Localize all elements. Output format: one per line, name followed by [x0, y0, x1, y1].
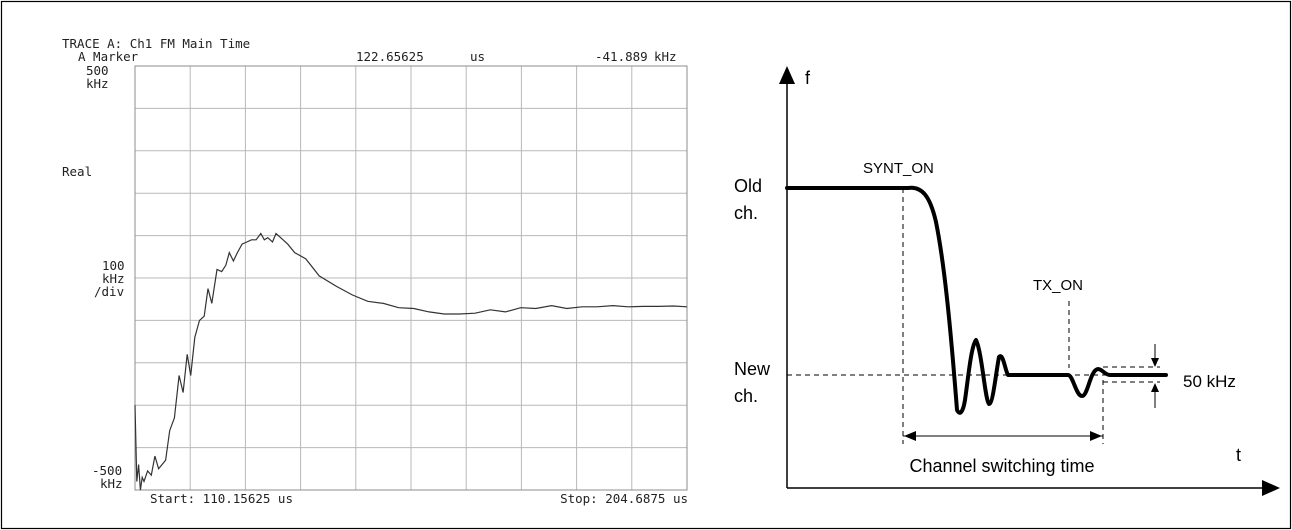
- t-axis-label: t: [1236, 445, 1241, 465]
- tx-on-label: TX_ON: [1033, 277, 1083, 294]
- new-channel-label: New: [734, 359, 771, 379]
- switching-time-label: Channel switching time: [909, 456, 1094, 476]
- marker-value: -41.889: [595, 49, 648, 64]
- new-channel-label-2: ch.: [734, 386, 758, 406]
- marker-label: A Marker: [78, 49, 139, 64]
- y-bottom-value: -500: [92, 463, 122, 478]
- switching-time-arrow-left: [904, 431, 916, 441]
- y-scale-value: 100: [102, 258, 125, 273]
- old-channel-label-2: ch.: [734, 203, 758, 223]
- f-axis-arrow: [779, 66, 795, 84]
- tolerance-label: 50 kHz: [1183, 372, 1236, 391]
- plot-grid: [135, 66, 687, 490]
- y-top-unit: kHz: [86, 76, 109, 91]
- plot-frame: [134, 65, 688, 491]
- frequency-curve: [785, 185, 1168, 415]
- analyzer-panel: TRACE A: Ch1 FM Main Time A Marker 122.6…: [62, 36, 688, 506]
- trace-title: TRACE A: Ch1 FM Main Time: [62, 36, 250, 51]
- synt-on-label: SYNT_ON: [863, 160, 934, 177]
- f-axis-label: f: [805, 68, 811, 88]
- y-bottom-unit: kHz: [100, 476, 123, 491]
- marker-time: 122.65625: [356, 49, 424, 64]
- stop-label: Stop: 204.6875 us: [560, 491, 688, 506]
- y-scale-per: /div: [94, 284, 124, 299]
- start-label: Start: 110.15625 us: [150, 491, 293, 506]
- schematic-panel: f t Old ch. New ch. SYNT_ON TX_ON 50 kHz…: [734, 66, 1280, 496]
- old-channel-label: Old: [734, 176, 762, 196]
- y-scale-unit: kHz: [102, 271, 125, 286]
- y-top-value: 500: [86, 63, 109, 78]
- y-format-label: Real: [62, 164, 92, 179]
- switching-time-arrow-right: [1090, 431, 1102, 441]
- marker-time-unit: us: [470, 49, 485, 64]
- t-axis-arrow: [1262, 480, 1280, 496]
- marker-value-unit: kHz: [654, 49, 677, 64]
- trace-line: [134, 232, 688, 491]
